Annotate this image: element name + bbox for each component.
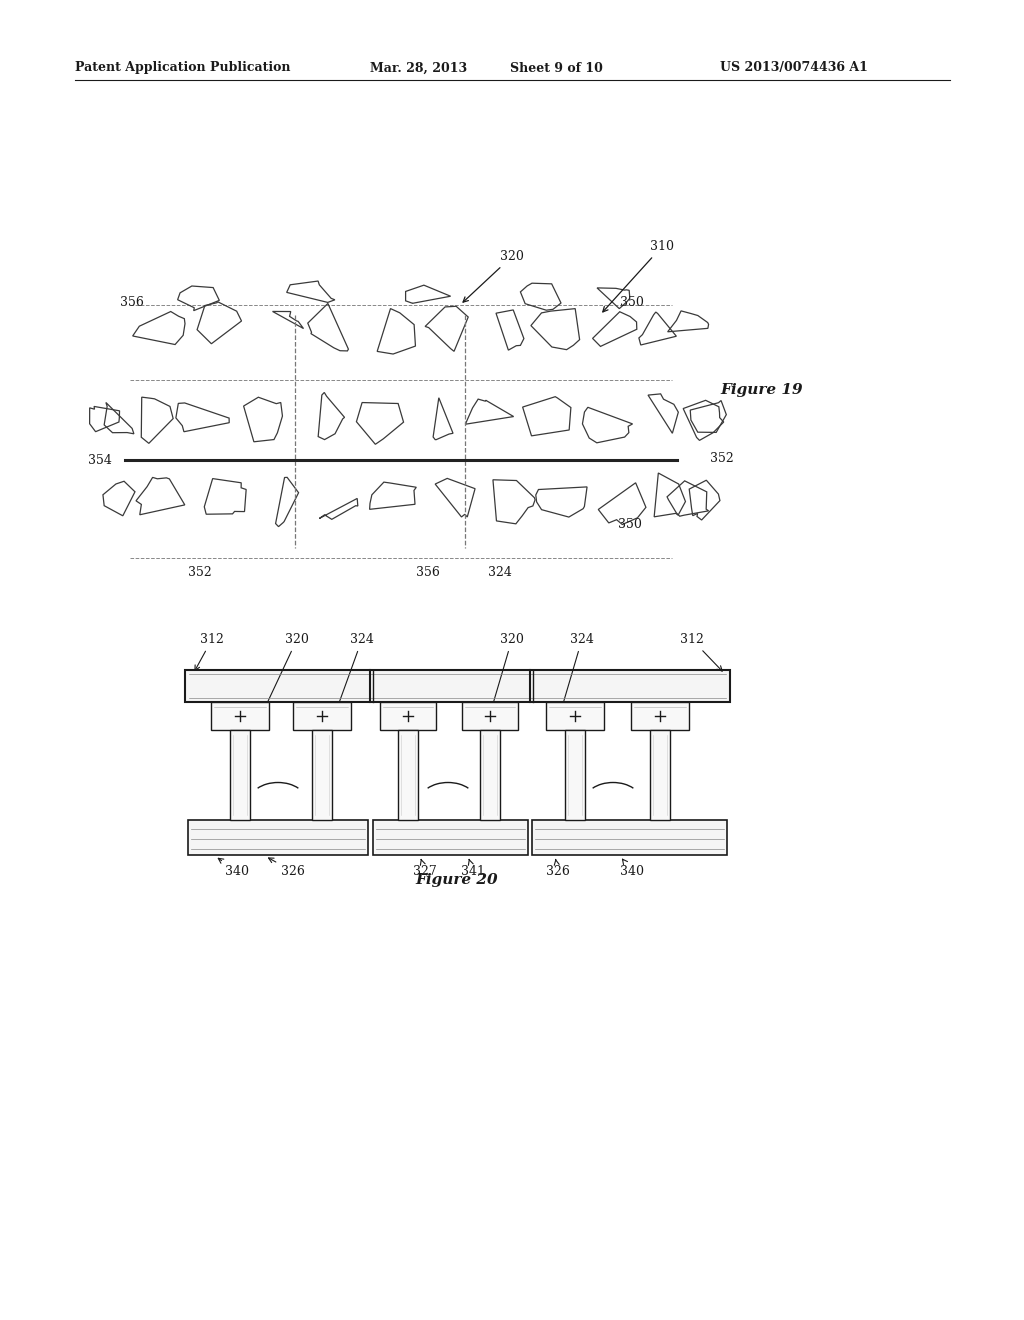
- Text: Figure 20: Figure 20: [416, 873, 499, 887]
- Text: Sheet 9 of 10: Sheet 9 of 10: [510, 62, 603, 74]
- Text: Figure 19: Figure 19: [720, 383, 803, 397]
- Text: Patent Application Publication: Patent Application Publication: [75, 62, 291, 74]
- Bar: [650, 730, 670, 820]
- Text: 350: 350: [620, 296, 644, 309]
- Bar: [211, 702, 269, 730]
- Bar: [312, 730, 332, 820]
- Text: 320: 320: [490, 634, 524, 710]
- Text: 326: 326: [546, 859, 570, 878]
- Bar: [398, 730, 418, 820]
- Text: 312: 312: [680, 634, 722, 671]
- Bar: [293, 702, 351, 730]
- Bar: [565, 730, 585, 820]
- Text: 340: 340: [620, 859, 644, 878]
- Text: 326: 326: [268, 858, 305, 878]
- Text: 324: 324: [560, 634, 594, 710]
- Text: 352: 352: [188, 565, 212, 578]
- Text: 350: 350: [618, 517, 642, 531]
- Bar: [631, 702, 689, 730]
- Text: 312: 312: [195, 634, 224, 671]
- Text: US 2013/0074436 A1: US 2013/0074436 A1: [720, 62, 868, 74]
- Text: 320: 320: [263, 634, 309, 710]
- Text: 327: 327: [413, 859, 437, 878]
- Bar: [546, 702, 604, 730]
- Text: 320: 320: [463, 249, 524, 302]
- Text: 324: 324: [488, 565, 512, 578]
- Bar: [230, 730, 250, 820]
- Text: 340: 340: [218, 858, 249, 878]
- Bar: [532, 820, 727, 855]
- Text: 356: 356: [120, 296, 144, 309]
- Bar: [185, 671, 730, 702]
- Bar: [373, 820, 528, 855]
- Bar: [380, 702, 436, 730]
- Bar: [462, 702, 518, 730]
- Text: 324: 324: [336, 634, 374, 710]
- Text: 356: 356: [416, 565, 440, 578]
- Text: 310: 310: [603, 240, 674, 312]
- Text: 352: 352: [710, 451, 734, 465]
- Bar: [480, 730, 500, 820]
- Text: 354: 354: [88, 454, 112, 466]
- Text: Mar. 28, 2013: Mar. 28, 2013: [370, 62, 467, 74]
- Bar: [188, 820, 368, 855]
- Text: 341: 341: [461, 859, 485, 878]
